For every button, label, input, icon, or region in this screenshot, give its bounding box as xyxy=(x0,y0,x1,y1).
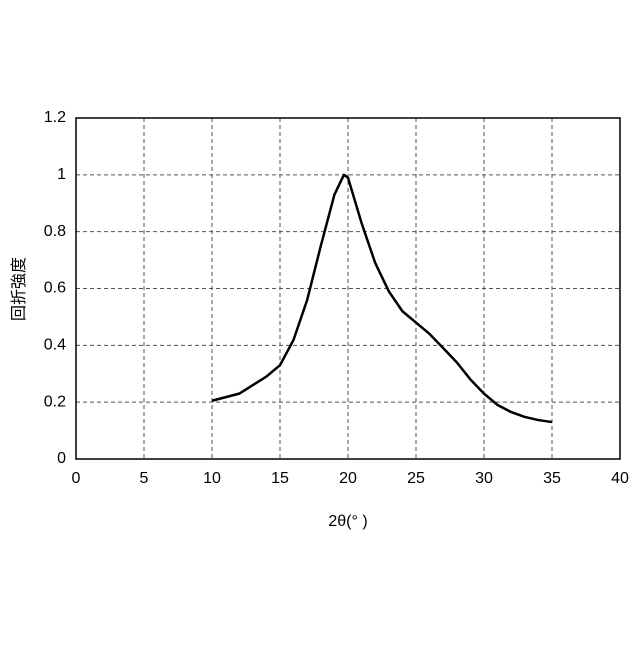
x-tick-label: 30 xyxy=(475,470,493,487)
y-tick-label: 0.2 xyxy=(44,393,66,410)
x-tick-label: 5 xyxy=(140,470,149,487)
y-tick-label: 1.2 xyxy=(44,109,66,126)
y-tick-label: 0.8 xyxy=(44,223,66,240)
x-tick-label: 10 xyxy=(203,470,221,487)
y-tick-label: 0.6 xyxy=(44,280,66,297)
y-tick-label: 0 xyxy=(57,450,66,467)
x-axis-label: 2θ(° ) xyxy=(328,513,367,530)
x-tick-label: 25 xyxy=(407,470,425,487)
y-axis-label: 回折強度 xyxy=(10,257,28,321)
x-tick-label: 15 xyxy=(271,470,289,487)
data-line xyxy=(212,175,552,422)
chart: 2θ(° ) 回折強度 0 0.2 0.4 0.6 0.8 1 1.2 0 5 10 15 20 25 3… xyxy=(0,0,640,640)
y-tick-label: 0.4 xyxy=(44,337,66,354)
x-tick-label: 20 xyxy=(339,470,357,487)
x-tick-label: 0 xyxy=(72,470,81,487)
y-tick-label: 1 xyxy=(57,166,66,183)
x-tick-label: 40 xyxy=(611,470,629,487)
x-tick-label: 35 xyxy=(543,470,561,487)
